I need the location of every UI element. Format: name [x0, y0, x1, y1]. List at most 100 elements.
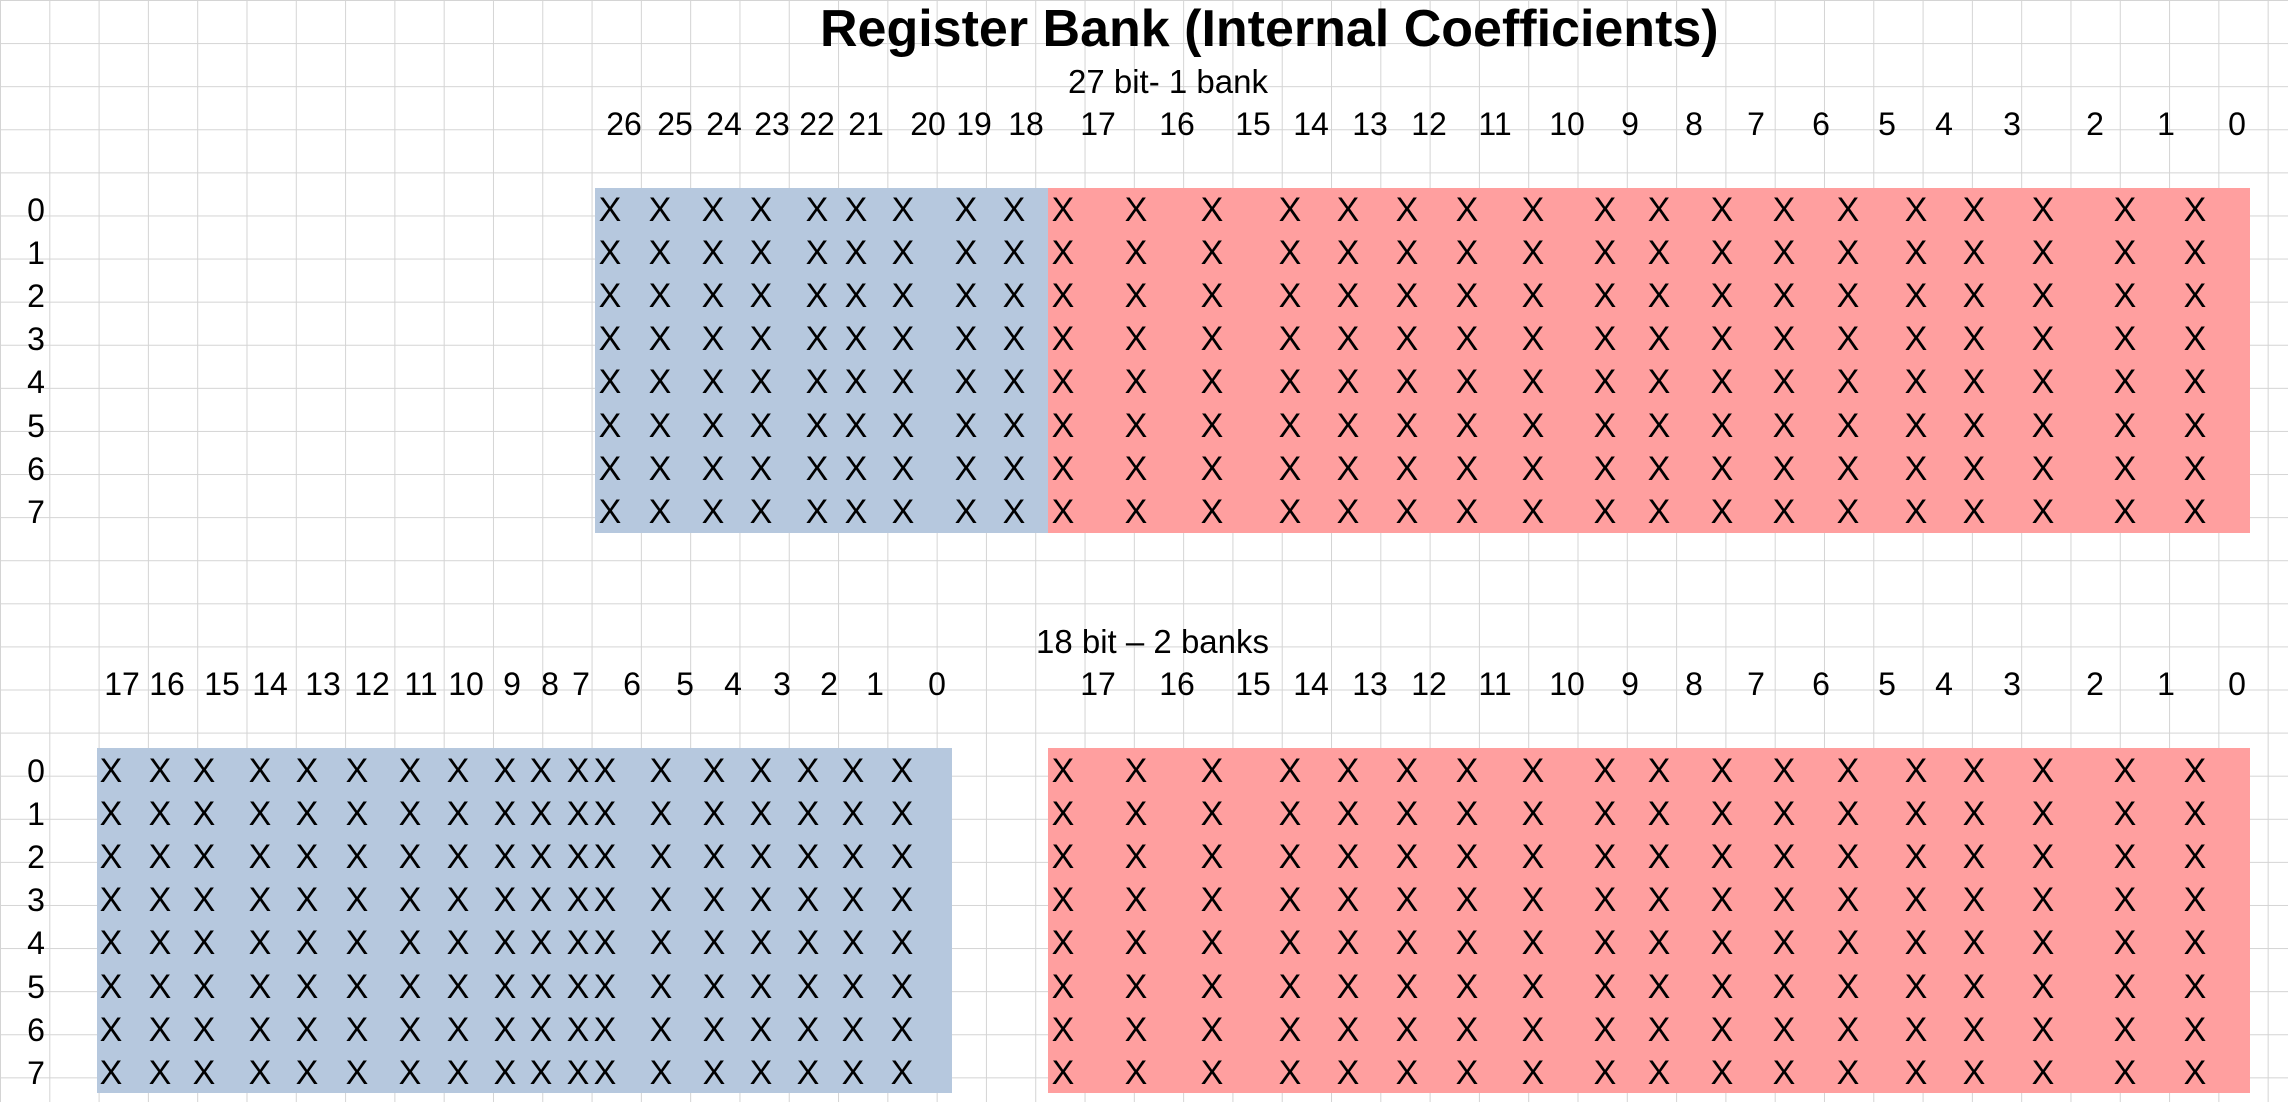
bit-cell-mark: X	[1278, 1011, 1302, 1049]
row-label: 6	[27, 1012, 45, 1048]
bit-cell-mark: X	[1395, 450, 1419, 488]
bit-header: 0	[2228, 666, 2246, 702]
bit-cell-mark: X	[2113, 363, 2137, 401]
bit-cell-mark: X	[593, 968, 617, 1006]
bit-cell-mark: X	[1772, 407, 1796, 445]
bit-cell-mark: X	[1710, 450, 1734, 488]
bit-cell-mark: X	[1336, 450, 1360, 488]
bit-cell-mark: X	[345, 968, 369, 1006]
bit-cell-mark: X	[648, 277, 672, 315]
bit-cell-mark: X	[1710, 924, 1734, 962]
bit-cell-mark: X	[1710, 752, 1734, 790]
bit-cell-mark: X	[192, 881, 216, 919]
bit-cell-mark: X	[648, 234, 672, 272]
bit-cell-mark: X	[1772, 1011, 1796, 1049]
bit-cell-mark: X	[248, 968, 272, 1006]
bit-cell-mark: X	[1395, 320, 1419, 358]
bit-cell-mark: X	[1521, 1054, 1545, 1092]
bit-cell-mark: X	[954, 320, 978, 358]
bit-cell-mark: X	[1455, 407, 1479, 445]
bit-header: 16	[1159, 106, 1195, 142]
bit-cell-mark: X	[1395, 234, 1419, 272]
bit-cell-mark: X	[1904, 363, 1928, 401]
bit-cell-mark: X	[1710, 881, 1734, 919]
bit-header: 19	[956, 106, 992, 142]
bit-cell-mark: X	[805, 407, 829, 445]
bit-cell-mark: X	[566, 881, 590, 919]
bit-cell-mark: X	[1772, 924, 1796, 962]
bit-cell-mark: X	[2183, 881, 2207, 919]
bit-cell-mark: X	[2031, 277, 2055, 315]
bit-cell-mark: X	[844, 363, 868, 401]
bit-cell-mark: X	[148, 968, 172, 1006]
bit-cell-mark: X	[99, 968, 123, 1006]
bit-cell-mark: X	[1124, 407, 1148, 445]
bit-cell-mark: X	[1395, 968, 1419, 1006]
bit-cell-mark: X	[841, 881, 865, 919]
bit-cell-mark: X	[749, 493, 773, 531]
bit-cell-mark: X	[345, 1011, 369, 1049]
bit-header: 14	[252, 666, 288, 702]
bit-cell-mark: X	[648, 493, 672, 531]
bit-cell-mark: X	[1521, 234, 1545, 272]
bit-cell-mark: X	[841, 1054, 865, 1092]
bit-cell-mark: X	[566, 752, 590, 790]
bit-cell-mark: X	[749, 752, 773, 790]
bit-cell-mark: X	[749, 1054, 773, 1092]
bit-cell-mark: X	[148, 924, 172, 962]
bit-cell-mark: X	[248, 1054, 272, 1092]
bit-cell-mark: X	[598, 493, 622, 531]
bit-cell-mark: X	[1278, 1054, 1302, 1092]
bit-cell-mark: X	[1002, 320, 1026, 358]
bit-cell-mark: X	[749, 407, 773, 445]
bit-cell-mark: X	[701, 450, 725, 488]
bit-cell-mark: X	[1647, 795, 1671, 833]
bit-cell-mark: X	[2031, 795, 2055, 833]
bit-cell-mark: X	[593, 795, 617, 833]
bit-cell-mark: X	[1124, 320, 1148, 358]
bit-cell-mark: X	[2113, 277, 2137, 315]
bit-cell-mark: X	[1200, 838, 1224, 876]
bit-cell-mark: X	[1521, 752, 1545, 790]
bit-cell-mark: X	[1521, 363, 1545, 401]
bit-cell-mark: X	[192, 1054, 216, 1092]
bit-cell-mark: X	[2183, 752, 2207, 790]
bit-cell-mark: X	[566, 838, 590, 876]
bit-cell-mark: X	[1200, 881, 1224, 919]
bit-header: 25	[657, 106, 693, 142]
bit-cell-mark: X	[1521, 924, 1545, 962]
bit-cell-mark: X	[1904, 493, 1928, 531]
bit-cell-mark: X	[1200, 234, 1224, 272]
bit-header: 0	[2228, 106, 2246, 142]
bit-cell-mark: X	[1647, 234, 1671, 272]
bit-cell-mark: X	[890, 924, 914, 962]
bit-cell-mark: X	[1962, 407, 1986, 445]
bit-cell-mark: X	[1593, 277, 1617, 315]
bit-cell-mark: X	[1593, 363, 1617, 401]
bit-cell-mark: X	[1962, 924, 1986, 962]
bit-cell-mark: X	[529, 838, 553, 876]
bit-cell-mark: X	[805, 363, 829, 401]
bottom-bank-b-block	[1048, 748, 2250, 1093]
bit-cell-mark: X	[1836, 363, 1860, 401]
bit-cell-mark: X	[954, 191, 978, 229]
bit-cell-mark: X	[398, 1054, 422, 1092]
bit-header: 2	[2086, 666, 2104, 702]
bit-cell-mark: X	[749, 924, 773, 962]
bit-header: 8	[1685, 666, 1703, 702]
bit-cell-mark: X	[148, 838, 172, 876]
bit-header: 8	[1685, 106, 1703, 142]
row-label: 4	[27, 925, 45, 961]
bit-cell-mark: X	[1647, 1011, 1671, 1049]
bit-cell-mark: X	[2113, 924, 2137, 962]
bit-cell-mark: X	[1710, 493, 1734, 531]
bit-header: 1	[2157, 106, 2175, 142]
bit-cell-mark: X	[493, 924, 517, 962]
bit-cell-mark: X	[1772, 363, 1796, 401]
bit-cell-mark: X	[749, 450, 773, 488]
bit-cell-mark: X	[1836, 1054, 1860, 1092]
bit-header: 9	[503, 666, 521, 702]
bit-cell-mark: X	[844, 493, 868, 531]
bit-cell-mark: X	[1002, 450, 1026, 488]
